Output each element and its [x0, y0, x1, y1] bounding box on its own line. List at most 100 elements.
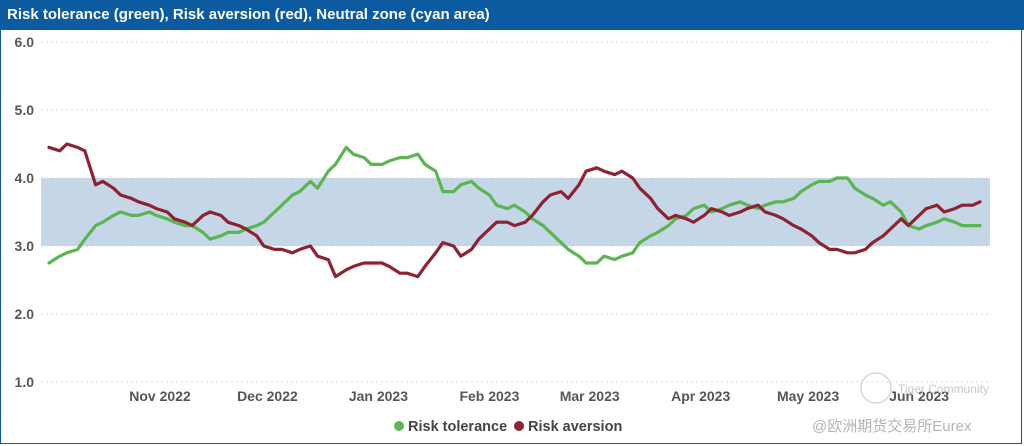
data-point-risk-aversion [423, 265, 427, 268]
watermark-line-2: @欧洲期货交易所Eurex [812, 417, 972, 435]
data-point-risk-tolerance [746, 204, 749, 207]
data-point-risk-tolerance [720, 207, 724, 210]
data-point-risk-tolerance [524, 210, 527, 214]
legend: Risk tolerance Risk aversion [394, 419, 622, 435]
data-point-risk-aversion [76, 146, 79, 149]
data-point-risk-aversion [720, 210, 724, 214]
data-point-risk-aversion [710, 207, 713, 210]
x-tick-label: Nov 2022 [129, 388, 191, 404]
data-point-risk-aversion [130, 197, 133, 200]
data-point-risk-tolerance [423, 163, 427, 166]
watermark: Tiger Community @欧洲期货交易所Eurex [812, 372, 989, 435]
data-point-risk-aversion [584, 170, 588, 173]
data-point-risk-tolerance [273, 210, 276, 214]
data-point-risk-aversion [953, 207, 957, 210]
data-point-risk-tolerance [613, 258, 616, 261]
data-point-risk-aversion [380, 261, 384, 265]
data-point-risk-aversion [434, 251, 437, 254]
data-point-risk-aversion [459, 255, 462, 258]
data-point-risk-aversion [620, 170, 624, 173]
legend-label-risk-aversion: Risk aversion [528, 419, 622, 435]
data-point-risk-tolerance [810, 183, 813, 186]
data-point-risk-tolerance [577, 255, 581, 258]
data-point-risk-aversion [889, 227, 892, 231]
data-point-risk-tolerance [226, 231, 230, 234]
data-point-risk-tolerance [495, 204, 498, 207]
data-point-risk-aversion [309, 244, 312, 248]
data-point-risk-tolerance [201, 231, 205, 234]
data-point-risk-tolerance [459, 183, 462, 186]
data-point-risk-tolerance [441, 190, 445, 193]
data-point-risk-tolerance [130, 214, 133, 217]
data-point-risk-tolerance [155, 214, 158, 217]
data-point-risk-aversion [763, 210, 767, 214]
data-point-risk-tolerance [799, 190, 803, 193]
data-point-risk-aversion [559, 190, 563, 193]
watermark-logo-icon [860, 372, 892, 404]
data-point-risk-tolerance [405, 156, 409, 159]
data-point-risk-aversion [774, 214, 778, 217]
data-point-risk-aversion [756, 204, 760, 207]
grid-lines [41, 41, 990, 383]
data-point-risk-aversion [291, 251, 294, 254]
data-point-risk-aversion [907, 224, 910, 227]
data-point-risk-tolerance [917, 227, 921, 231]
y-axis-ticks: 6.0 5.0 4.0 3.0 2.0 1.0 [15, 34, 35, 390]
data-point-risk-tolerance [703, 204, 706, 207]
data-point-risk-aversion [900, 217, 903, 220]
data-point-risk-aversion [148, 204, 151, 207]
data-point-risk-aversion [201, 214, 205, 217]
data-point-risk-tolerance [47, 261, 51, 265]
data-point-risk-tolerance [208, 238, 212, 241]
data-point-risk-tolerance [864, 193, 867, 197]
data-point-risk-tolerance [871, 197, 874, 200]
data-point-risk-tolerance [370, 163, 373, 166]
data-point-risk-aversion [792, 224, 795, 227]
data-point-risk-aversion [327, 258, 330, 261]
data-point-risk-aversion [387, 265, 391, 268]
data-point-risk-tolerance [237, 231, 240, 234]
data-point-risk-aversion [917, 214, 921, 217]
data-point-risk-tolerance [477, 187, 480, 190]
data-point-risk-aversion [112, 187, 115, 190]
data-point-risk-aversion [65, 142, 69, 146]
data-point-risk-aversion [83, 149, 87, 152]
data-point-risk-tolerance [387, 159, 391, 163]
y-tick-label: 2.0 [15, 306, 35, 322]
data-point-risk-tolerance [316, 187, 319, 190]
data-point-risk-aversion [817, 241, 821, 244]
data-point-risk-aversion [173, 217, 176, 220]
data-point-risk-aversion [942, 210, 946, 214]
data-point-risk-aversion [674, 214, 677, 217]
data-point-risk-tolerance [828, 180, 831, 183]
data-point-risk-aversion [846, 251, 849, 254]
data-point-risk-aversion [352, 265, 355, 268]
data-point-risk-tolerance [219, 234, 223, 237]
data-point-risk-tolerance [280, 204, 283, 207]
data-point-risk-tolerance [165, 217, 169, 220]
data-point-risk-tolerance [470, 180, 473, 183]
data-point-risk-tolerance [595, 261, 599, 265]
data-point-risk-aversion [488, 227, 491, 231]
data-point-risk-tolerance [380, 163, 384, 166]
data-point-risk-tolerance [309, 180, 312, 183]
chart-title: Risk tolerance (green), Risk aversion (r… [7, 6, 490, 23]
data-point-risk-aversion [549, 193, 552, 197]
y-tick-label: 5.0 [15, 102, 35, 118]
data-point-risk-aversion [978, 200, 982, 203]
data-point-risk-tolerance [327, 170, 330, 173]
data-point-risk-tolerance [667, 224, 670, 227]
data-point-risk-tolerance [76, 248, 79, 251]
data-point-risk-tolerance [112, 214, 115, 217]
data-point-risk-tolerance [362, 156, 366, 159]
data-point-risk-tolerance [488, 193, 491, 197]
data-point-risk-aversion [362, 261, 366, 265]
data-point-risk-aversion [541, 200, 545, 203]
data-point-risk-tolerance [971, 224, 975, 227]
data-point-risk-tolerance [738, 200, 742, 203]
y-tick-label: 4.0 [15, 170, 35, 186]
data-point-risk-aversion [262, 244, 266, 248]
y-tick-label: 1.0 [15, 374, 35, 390]
x-tick-label: Mar 2023 [560, 388, 620, 404]
